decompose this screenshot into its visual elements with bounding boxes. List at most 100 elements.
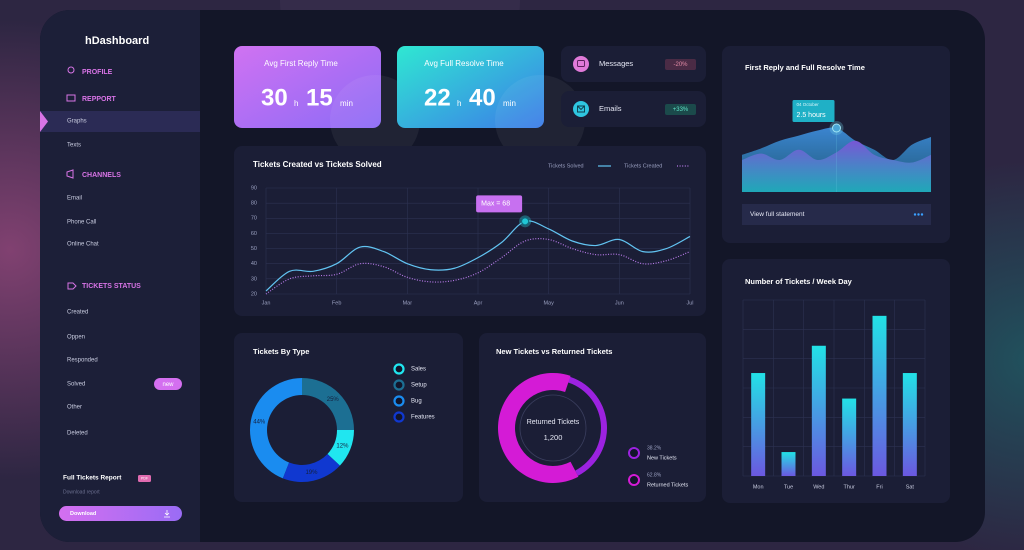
menu-item[interactable]: Graphs xyxy=(67,119,87,125)
x-tick-label: Jan xyxy=(262,300,271,306)
legend-value: 62.8% xyxy=(647,472,662,478)
y-tick-label: 50 xyxy=(251,246,257,252)
download-button[interactable] xyxy=(59,506,182,521)
stat-hours: 30 xyxy=(261,84,288,111)
section-title[interactable]: TICKETS STATUS xyxy=(82,283,141,290)
badge xyxy=(154,378,182,390)
icon xyxy=(67,66,75,74)
icon xyxy=(67,282,77,290)
annotation: Max = 68 xyxy=(481,201,510,208)
change-text: -20% xyxy=(673,62,688,68)
y-tick-label: 60 xyxy=(251,231,257,237)
x-tick-label: May xyxy=(543,300,554,306)
section-title[interactable]: REPPORT xyxy=(82,96,117,103)
active-row xyxy=(40,111,200,132)
more-dot[interactable] xyxy=(920,213,924,216)
link-bar[interactable] xyxy=(742,204,931,225)
channel-name: Messages xyxy=(599,59,633,68)
x-tick-label: Sat xyxy=(906,484,915,490)
menu-item[interactable]: Other xyxy=(67,405,82,411)
download-button-text[interactable]: Download xyxy=(70,511,96,517)
segment-label: 12% xyxy=(336,444,349,450)
center-total: 1,200 xyxy=(544,433,563,442)
channel-card[interactable] xyxy=(561,46,706,82)
x-tick-label: Jul xyxy=(686,300,693,306)
report-title: Full Tickets Report xyxy=(63,475,122,482)
legend-swatch xyxy=(393,379,405,391)
x-tick-label: Tue xyxy=(784,484,793,490)
legend-label: Returned Tickets xyxy=(647,482,689,488)
menu-item[interactable]: Created xyxy=(67,310,88,316)
x-tick-label: Jun xyxy=(615,300,624,306)
menu-item[interactable]: Solved xyxy=(67,382,85,388)
legend-label: Features xyxy=(411,415,435,421)
menu-item[interactable]: Oppen xyxy=(67,335,85,341)
menu-item[interactable]: Phone Call xyxy=(67,220,96,226)
menu-item[interactable]: Responded xyxy=(67,358,98,364)
x-tick-label: Apr xyxy=(474,300,483,306)
download-icon xyxy=(164,510,170,518)
donut-segment xyxy=(249,378,302,479)
legend-swatch xyxy=(628,447,640,459)
icon xyxy=(577,105,585,113)
more-dot[interactable] xyxy=(913,213,917,216)
section-title[interactable]: PROFILE xyxy=(82,69,113,76)
icon xyxy=(66,169,74,179)
segment-label: 19% xyxy=(305,470,318,476)
bar xyxy=(872,315,887,476)
change-text: +33% xyxy=(673,107,689,113)
channel-card[interactable] xyxy=(561,91,706,127)
stat-unit: min xyxy=(340,99,353,108)
stat-unit: min xyxy=(503,99,516,108)
bar xyxy=(751,373,766,476)
x-tick-label: Wed xyxy=(813,484,824,490)
stat-minutes: 40 xyxy=(469,84,496,111)
badge-text: new xyxy=(162,382,174,388)
x-tick-label: Thur xyxy=(844,484,855,490)
channel-name: Emails xyxy=(599,104,622,113)
x-tick-label: Feb xyxy=(332,300,341,306)
donut-segment xyxy=(282,453,340,482)
annotation-box xyxy=(476,195,523,213)
legend-value: 38.2% xyxy=(647,445,662,451)
series-line xyxy=(265,238,691,295)
y-tick-label: 40 xyxy=(251,261,257,267)
section-title[interactable]: CHANNELS xyxy=(82,172,121,179)
menu-item[interactable]: Deleted xyxy=(67,431,88,437)
x-tick-label: Mar xyxy=(403,300,413,306)
segment-label: 44% xyxy=(253,419,266,425)
y-tick-label: 30 xyxy=(251,276,257,282)
legend-label: New Tickets xyxy=(647,455,677,461)
more-dot[interactable] xyxy=(917,213,920,216)
icon xyxy=(577,60,585,67)
icon xyxy=(66,94,76,102)
chart-title: Tickets By Type xyxy=(253,347,309,356)
x-tick-label: Fri xyxy=(876,484,882,490)
legend-swatch xyxy=(628,474,640,486)
stat-hours: 22 xyxy=(424,84,451,111)
stat-card xyxy=(234,46,381,128)
change-badge xyxy=(665,59,696,70)
legend-swatch xyxy=(393,395,405,407)
legend-label: Sales xyxy=(411,367,426,373)
stat-card xyxy=(397,46,544,128)
legend-swatch xyxy=(393,363,405,375)
tooltip-box xyxy=(792,100,835,122)
menu-item[interactable]: Online Chat xyxy=(67,242,99,248)
donut-segment xyxy=(327,430,354,466)
x-tick-label: Mon xyxy=(753,484,764,490)
menu-item[interactable]: Texts xyxy=(67,143,81,149)
stat-title: Avg First Reply Time xyxy=(264,59,338,68)
tag xyxy=(138,475,151,482)
center-label: Returned Tickets xyxy=(527,419,580,426)
menu-item[interactable]: Email xyxy=(67,196,82,202)
legend-label: Bug xyxy=(411,399,422,405)
sidebar xyxy=(40,10,200,542)
ring-segment xyxy=(498,373,579,484)
chart-title: First Reply and Full Resolve Time xyxy=(745,63,865,72)
ring-segment xyxy=(565,375,608,476)
change-badge xyxy=(665,104,696,115)
bar xyxy=(842,398,857,476)
link-text[interactable]: View full statement xyxy=(750,211,805,218)
